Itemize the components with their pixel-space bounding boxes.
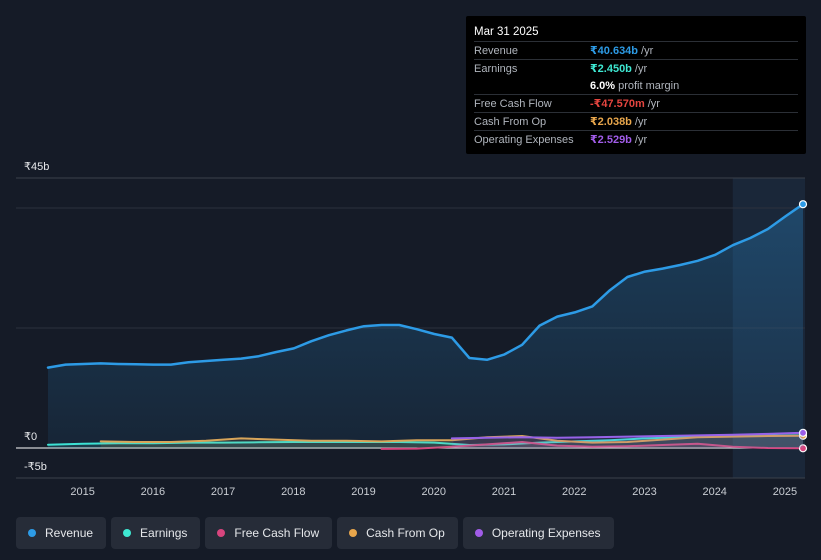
x-tick-label: 2016 — [141, 486, 165, 498]
series-line-revenue — [46, 202, 805, 369]
legend-label: Earnings — [140, 526, 188, 540]
tooltip-panel: Mar 31 2025 Revenue ₹40.634b /yr Earning… — [466, 16, 806, 154]
tooltip-label: Earnings — [474, 62, 518, 75]
tooltip-unit: /yr — [634, 115, 648, 128]
series-area-revenue — [48, 204, 803, 448]
x-tick-label: 2019 — [351, 486, 375, 498]
tooltip-row-operating-expenses: Operating Expenses ₹2.529b /yr — [474, 130, 798, 148]
series-layer — [46, 200, 808, 453]
tooltip-row-revenue: Revenue ₹40.634b /yr — [474, 41, 798, 59]
tooltip-unit: /yr — [641, 44, 654, 57]
x-tick-label: 2024 — [702, 486, 726, 498]
tooltip-value: ₹40.634b — [590, 45, 639, 57]
x-tick-label: 2025 — [773, 486, 797, 498]
x-tick-label: 2021 — [492, 486, 516, 498]
x-tick-label: 2022 — [562, 486, 586, 498]
y-tick-label: ₹45b — [24, 161, 49, 173]
tooltip-value: ₹2.038b — [590, 116, 632, 128]
legend-item-earnings[interactable]: Earnings — [111, 517, 201, 549]
legend-dot-icon — [217, 529, 226, 537]
legend-label: Free Cash Flow — [234, 526, 320, 540]
tooltip-row-free-cash-flow: Free Cash Flow -₹47.570m /yr — [474, 94, 798, 112]
legend-item-revenue[interactable]: Revenue — [16, 517, 107, 549]
legend-dot-icon — [123, 529, 132, 537]
legend-dot-icon — [349, 529, 358, 537]
legend: Revenue Earnings Free Cash Flow Cash Fro… — [16, 517, 614, 549]
tooltip-label: Cash From Op — [474, 115, 547, 128]
tooltip-value: ₹2.529b — [590, 134, 632, 146]
legend-label: Operating Expenses — [491, 526, 601, 540]
tooltip-unit: profit margin — [618, 79, 680, 92]
x-axis: 2015 2016 2017 2018 2019 2020 2021 2022 2023 2024… — [70, 486, 797, 498]
x-tick-label: 2020 — [422, 486, 446, 498]
legend-item-free-cash-flow[interactable]: Free Cash Flow — [205, 517, 333, 549]
tooltip-date: Mar 31 2025 — [474, 26, 539, 38]
tooltip-row-profit-margin: 6.0% profit margin — [474, 77, 798, 94]
x-tick-label: 2018 — [281, 486, 305, 498]
tooltip-label: Free Cash Flow — [474, 97, 552, 110]
tooltip-unit: /yr — [634, 133, 648, 146]
y-tick-label: -₹5b — [24, 461, 47, 473]
legend-dot-icon — [474, 529, 483, 537]
tooltip-value: -₹47.570m — [590, 98, 645, 110]
x-tick-label: 2023 — [632, 486, 656, 498]
legend-label: Revenue — [45, 526, 94, 540]
y-axis: ₹45b ₹0 -₹5b — [24, 161, 49, 473]
tooltip-row-earnings: Earnings ₹2.450b /yr — [474, 59, 798, 77]
tooltip-label: Revenue — [474, 44, 519, 57]
x-tick-label: 2015 — [70, 486, 94, 498]
series-endpoint-revenue — [798, 200, 808, 209]
tooltip-label: Operating Expenses — [474, 133, 574, 146]
tooltip-value: ₹2.450b — [590, 63, 632, 75]
legend-label: Cash From Op — [366, 526, 445, 540]
tooltip-row-cash-from-op: Cash From Op ₹2.038b /yr — [474, 112, 798, 130]
x-tick-label: 2017 — [211, 486, 235, 498]
tooltip-unit: /yr — [647, 97, 660, 110]
legend-item-cash-from-op[interactable]: Cash From Op — [337, 517, 458, 549]
legend-item-operating-expenses[interactable]: Operating Expenses — [462, 517, 614, 549]
tooltip-value: 6.0% — [590, 79, 616, 92]
legend-dot-icon — [28, 529, 36, 537]
tooltip-unit: /yr — [634, 62, 648, 75]
y-tick-label: ₹0 — [24, 431, 37, 443]
